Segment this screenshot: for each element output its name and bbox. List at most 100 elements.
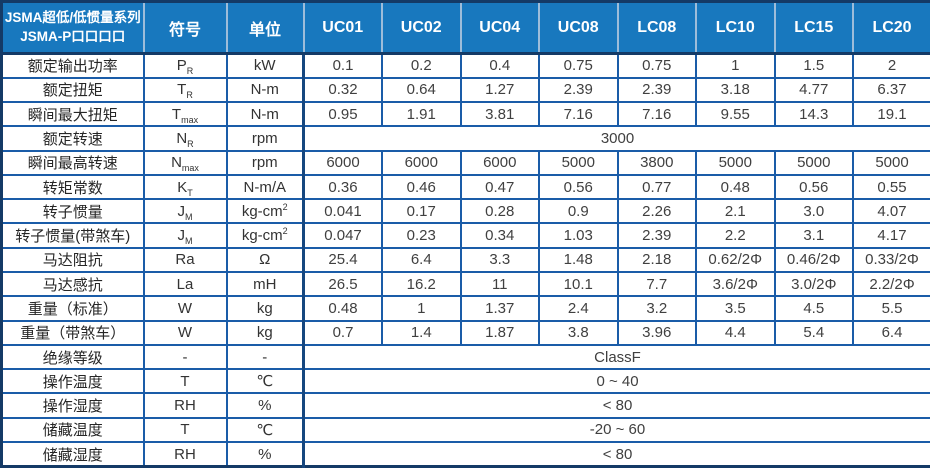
spec-table-body: 额定输出功率 PR kW 0.1 0.2 0.4 0.75 0.75 1 1.5 2 额定扭矩 TR N-… [0,52,930,468]
table-row: 转子惯量(带煞车) JM kg-cm2 0.047 0.23 0.34 1.03 2.39 2.… [0,222,930,249]
spec-value: 3.6/2Φ [695,271,776,298]
spec-value: 3.0 [773,198,854,225]
merged-value: 0 ~ 40 [302,368,930,395]
row-symbol: KT [142,173,228,201]
spec-value: 0.75 [538,52,619,79]
row-unit: kg-cm2 [225,198,305,225]
row-symbol: TR [142,76,228,104]
model-column-header: UC04 [459,1,539,55]
model-column-header: UC02 [381,1,461,55]
series-title: JSMA超低/低惯量系列 JSMA-P口口口口 [1,1,144,55]
row-label: 马达阻抗 [0,246,145,274]
header-row: JSMA超低/低惯量系列 JSMA-P口口口口 符号 单位 UC01 UC02 UC… [1,1,930,55]
row-unit: N-m/A [225,173,305,201]
spec-value: 5000 [773,149,854,176]
merged-value: -20 ~ 60 [302,416,930,444]
row-label: 额定输出功率 [0,52,145,79]
unit-text: rpm [251,129,278,147]
table-row: 储藏湿度 RH% < 80 [0,441,930,468]
spec-value: 0.9 [538,198,619,225]
table-row: 储藏温度 T ℃ -20 ~ 60 [0,416,930,444]
spec-value: 19.1 [852,101,930,128]
spec-value: 0.33/2Φ [852,246,930,274]
row-symbol: NR [142,125,228,152]
spec-value: 3.2 [616,295,697,322]
spec-value: 4.5 [773,295,854,322]
symbol-subscript: T [187,187,193,198]
spec-value: 0.23 [381,222,462,249]
symbol-text: RH [174,397,196,415]
spec-value: 1.4 [381,319,462,346]
row-unit: Ω [225,246,305,274]
spec-value: 1.5 [773,52,854,79]
spec-value: 0.55 [852,173,930,201]
symbol-subscript: R [187,138,194,149]
spec-value: 1.27 [459,76,540,104]
spec-table-header: JSMA超低/低惯量系列 JSMA-P口口口口 符号 单位 UC01 UC02 UC… [1,1,930,55]
table-row: 操作湿度 RH% < 80 [0,392,930,419]
spec-value: 3.18 [695,76,776,104]
spec-value: 1 [381,295,462,322]
row-unit: kg-cm2 [225,222,305,249]
spec-value: 0.28 [459,198,540,225]
symbol-text: - [182,348,188,366]
unit-text: kg [256,324,273,342]
row-symbol: Tmax [142,101,228,128]
spec-value: 6000 [381,149,462,176]
spec-value: 5000 [695,149,776,176]
spec-value: 3800 [616,149,697,176]
spec-value: 1.91 [381,101,462,128]
merged-value: ClassF [302,343,930,371]
model-column-header: UC01 [302,1,382,55]
unit-text: mH [253,275,277,293]
spec-value: 26.5 [302,271,383,298]
spec-value: 1.87 [459,319,540,346]
spec-value: 1.37 [459,295,540,322]
row-symbol: La [142,271,228,298]
symbol-text: T [177,81,187,99]
table-row: 马达阻抗 Ra Ω 25.4 6.4 3.3 1.48 2.18 0.62/2Φ 0.46/2Φ 0… [0,246,930,274]
spec-value: 7.16 [616,101,697,128]
spec-value: 0.95 [302,101,383,128]
spec-value: 0.047 [302,222,383,249]
row-symbol: RH [142,441,228,468]
symbol-text: T [180,372,190,390]
model-column-header: LC08 [616,1,696,55]
merged-value: 3000 [302,125,930,152]
spec-value: 7.7 [616,271,697,298]
spec-value: 0.36 [302,173,383,201]
row-unit: rpm [225,125,305,152]
spec-value: 4.77 [773,76,854,104]
unit-text: rpm [251,154,278,172]
spec-value: 1.03 [538,222,619,249]
unit-text: ℃ [256,421,274,439]
table-row: 额定扭矩 TR N-m 0.32 0.64 1.27 2.39 2.39 3.18 4.77 6.3… [0,76,930,104]
unit-text: kg-cm [241,202,283,220]
spec-value: 0.4 [459,52,540,79]
spec-value: 25.4 [302,246,383,274]
spec-value: 2 [852,52,930,79]
spec-value: 0.2 [381,52,462,79]
spec-value: 0.32 [302,76,383,104]
unit-superscript: 2 [282,226,288,237]
row-unit: ℃ [225,368,305,395]
spec-value: 0.48 [695,173,776,201]
symbol-text: N [176,129,188,147]
spec-value: 0.75 [616,52,697,79]
series-title-line1: JSMA超低/低惯量系列 [4,10,141,26]
unit-text: N-m [250,105,279,123]
unit-text: % [258,397,272,415]
spec-value: 0.47 [459,173,540,201]
symbol-text: P [176,57,187,75]
row-label: 储藏湿度 [0,441,145,468]
row-label: 操作湿度 [0,392,145,419]
spec-value: 3.96 [616,319,697,346]
row-symbol: RH [142,392,228,419]
symbol-text: T [180,421,190,439]
row-label: 额定转速 [0,125,145,152]
row-label: 储藏温度 [0,416,145,444]
row-symbol: PR [142,52,228,79]
